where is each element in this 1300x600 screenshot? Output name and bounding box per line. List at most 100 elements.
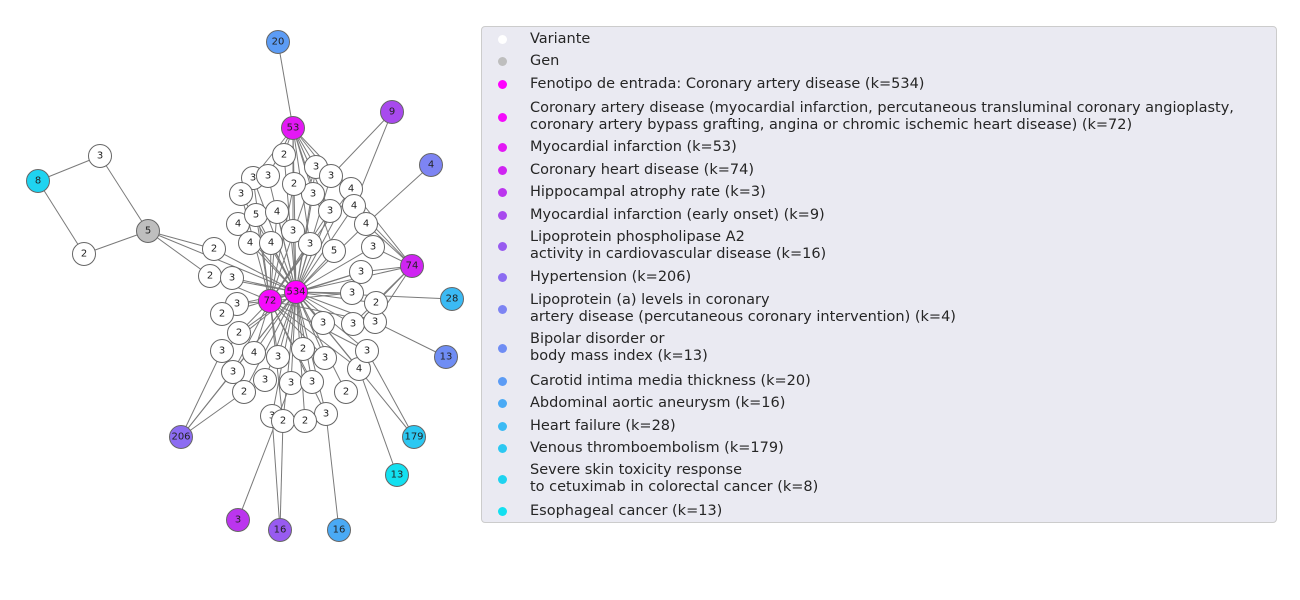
variant-node-circle xyxy=(355,339,379,363)
legend-item: Coronary heart disease (k=74) xyxy=(482,162,1278,179)
variant-node-circle xyxy=(342,194,366,218)
graph-edge xyxy=(269,300,326,359)
phenotype-node-label: 13 xyxy=(440,352,453,363)
variant-node-label: 3 xyxy=(307,239,313,250)
variant-node-circle xyxy=(364,291,388,315)
graph-edge xyxy=(147,230,297,293)
phenotype-node-circle xyxy=(434,345,458,369)
variant-node-label: 3 xyxy=(234,299,240,310)
legend-label: Variante xyxy=(530,30,591,47)
phenotype-node-circle xyxy=(26,169,50,193)
phenotype-node: 4 xyxy=(419,153,443,177)
variant-node-label: 3 xyxy=(229,273,235,284)
graph-edge xyxy=(277,41,294,129)
legend-item: Lipoprotein phospholipase A2 activity in… xyxy=(482,229,1278,263)
legend-label: Coronary heart disease (k=74) xyxy=(530,161,754,178)
variant-node-label: 4 xyxy=(235,219,241,230)
legend-marker xyxy=(498,272,507,282)
legend-item: Carotid intima media thickness (k=20) xyxy=(482,373,1278,390)
phenotype-node: 13 xyxy=(434,345,458,369)
variant-node: 3 xyxy=(266,345,290,369)
variant-node: 3 xyxy=(301,182,325,206)
variant-node-circle xyxy=(232,380,256,404)
variant-node-circle xyxy=(319,164,343,188)
legend-marker xyxy=(498,79,507,89)
variant-node-circle xyxy=(242,341,266,365)
variant-node-label: 3 xyxy=(328,171,334,182)
variant-node: 3 xyxy=(279,371,303,395)
legend-item: Myocardial infarction (k=53) xyxy=(482,139,1278,156)
graph-edge xyxy=(279,420,284,531)
graph-edge xyxy=(213,248,297,293)
legend-item: Coronary artery disease (myocardial infa… xyxy=(482,100,1278,134)
variant-node: 3 xyxy=(361,235,385,259)
phenotype-node-circle xyxy=(402,425,426,449)
phenotype-node: 206 xyxy=(169,425,193,449)
variant-node-label: 3 xyxy=(323,409,329,420)
variant-node: 3 xyxy=(229,182,253,206)
graph-edge xyxy=(271,415,281,531)
variant-node-circle xyxy=(301,182,325,206)
variant-node-circle xyxy=(291,337,315,361)
graph-edge xyxy=(253,291,297,354)
variant-node-label: 2 xyxy=(81,249,87,260)
phenotype-node-circle xyxy=(400,254,424,278)
variant-node-label: 4 xyxy=(348,184,354,195)
variant-node-circle xyxy=(259,231,283,255)
phenotype-node-circle xyxy=(419,153,443,177)
variant-node-label: 3 xyxy=(327,206,333,217)
graph-edge xyxy=(295,188,352,293)
variant-node: 3 xyxy=(341,312,365,336)
phenotype-node: 8 xyxy=(26,169,50,193)
legend-item: Lipoprotein (a) levels in coronary arter… xyxy=(482,292,1278,326)
phenotype-node-circle xyxy=(440,287,464,311)
variant-node: 2 xyxy=(272,143,296,167)
phenotype-node-circle xyxy=(268,518,292,542)
legend-marker xyxy=(498,56,507,66)
legend-item: Myocardial infarction (early onset) (k=9… xyxy=(482,207,1278,224)
variant-node-label: 3 xyxy=(320,318,326,329)
phenotype-node-label: 3 xyxy=(235,515,241,526)
variant-node-label: 3 xyxy=(370,242,376,253)
legend-marker xyxy=(498,34,507,44)
graph-edge xyxy=(99,155,149,232)
variant-node-label: 2 xyxy=(291,179,297,190)
legend-label: Myocardial infarction (early onset) (k=9… xyxy=(530,206,825,223)
variant-node: 4 xyxy=(242,341,266,365)
variant-node-label: 2 xyxy=(236,328,242,339)
phenotype-node-circle xyxy=(258,289,282,313)
variant-node: 4 xyxy=(265,200,289,224)
legend-label: Lipoprotein (a) levels in coronary arter… xyxy=(530,292,956,325)
phenotype-node-label: 16 xyxy=(333,525,346,536)
variant-node: 2 xyxy=(72,242,96,266)
variant-node-label: 2 xyxy=(302,416,308,427)
legend-marker xyxy=(498,443,507,453)
variant-node: 3 xyxy=(318,199,342,223)
legend-label: Abdominal aortic aneurysm (k=16) xyxy=(530,394,786,411)
variant-node-circle xyxy=(202,237,226,261)
legend-item: Esophageal cancer (k=13) xyxy=(482,503,1278,520)
gene-node-label: 5 xyxy=(145,226,151,237)
variant-node-circle xyxy=(256,164,280,188)
variant-node-label: 2 xyxy=(241,387,247,398)
legend-item: Hippocampal atrophy rate (k=3) xyxy=(482,184,1278,201)
gene-node: 5 xyxy=(136,219,160,243)
legend-marker xyxy=(498,165,507,175)
variant-node: 2 xyxy=(334,380,358,404)
variant-node-circle xyxy=(266,345,290,369)
legend-item: Heart failure (k=28) xyxy=(482,418,1278,435)
variant-node: 2 xyxy=(282,172,306,196)
variant-node-label: 3 xyxy=(230,367,236,378)
legend-item: Hypertension (k=206) xyxy=(482,269,1278,286)
phenotype-node: 72 xyxy=(258,289,282,313)
variant-node-label: 4 xyxy=(268,238,274,249)
legend-item: Bipolar disorder or body mass index (k=1… xyxy=(482,331,1278,365)
phenotype-node: 179 xyxy=(402,425,426,449)
legend-marker xyxy=(498,304,507,314)
phenotype-node: 3 xyxy=(226,508,250,532)
variant-node-circle xyxy=(272,143,296,167)
phenotype-node: 13 xyxy=(385,463,409,487)
variant-node-circle xyxy=(300,370,324,394)
phenotype-node-circle xyxy=(385,463,409,487)
